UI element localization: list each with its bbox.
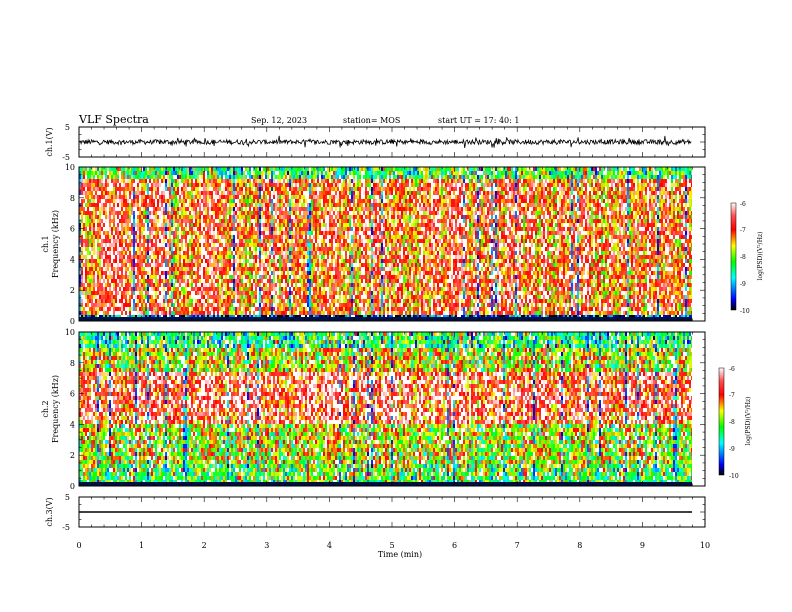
spec1-spectrogram bbox=[79, 167, 705, 321]
cb1-label: log(PSD)(V²/Hz) bbox=[757, 232, 764, 281]
spec1-yticks-tick-3: 6 bbox=[70, 225, 75, 234]
ch2-spectrogram-ylabel: Frequency (kHz) bbox=[51, 375, 60, 443]
x-tick-label-4: 4 bbox=[327, 541, 332, 550]
spec2-spectrogram bbox=[79, 332, 705, 486]
spec1-yticks-tick-1: 2 bbox=[70, 286, 75, 295]
spec2-yticks-tick-1: 2 bbox=[70, 451, 75, 460]
ch1-voltage-ytick-bottom: -5 bbox=[62, 153, 70, 162]
x-tick-label-1: 1 bbox=[139, 541, 144, 550]
spec1-yticks-tick-5: 10 bbox=[65, 163, 75, 172]
cb1-tick-1: -7 bbox=[740, 227, 746, 234]
ch1-voltage-panel: 5 -5 ch.1(V) bbox=[45, 123, 706, 162]
ch1-spectrogram-ylabel-top: ch.1 bbox=[41, 235, 50, 252]
spec1-yticks-tick-2: 4 bbox=[70, 255, 75, 264]
spec2-yticks-tick-2: 4 bbox=[70, 420, 75, 429]
time-axis-ticks bbox=[78, 126, 706, 528]
ch3-voltage-panel: 5 -5 ch.3(V) bbox=[45, 493, 706, 532]
spec2-yticks-tick-4: 8 bbox=[70, 359, 75, 368]
x-tick-label-9: 9 bbox=[640, 541, 645, 550]
station-label: station= MOS bbox=[343, 116, 400, 125]
spec2-yticks-tick-0: 0 bbox=[70, 482, 75, 491]
cb1-tick-2: -8 bbox=[740, 254, 746, 261]
ch2-colorbar: -6 -7 -8 -9 -10 log(PSD)(V²/Hz) bbox=[718, 366, 752, 480]
spec1-yticks-tick-0: 0 bbox=[70, 317, 75, 326]
cb1-tick-0: -6 bbox=[740, 201, 746, 208]
ch2-spectrogram-panel: 0 2 4 6 8 10 ch.2 Frequency (kHz) bbox=[41, 328, 706, 491]
date-label: Sep. 12, 2023 bbox=[251, 116, 307, 125]
x-tick-label-10: 10 bbox=[700, 541, 710, 550]
ch3-voltage-ytick-bottom: -5 bbox=[62, 523, 70, 532]
cb1-tick-4: -10 bbox=[740, 308, 750, 315]
cb2-tick-4: -10 bbox=[729, 473, 739, 480]
ch1-spectrogram-panel: 0 2 4 6 8 10 ch.1 Frequency (kHz) bbox=[41, 163, 706, 326]
x-axis-label: Time (min) bbox=[378, 550, 422, 559]
time-axis-tick-labels: 0 1 2 3 4 5 6 7 8 9 10 bbox=[76, 541, 710, 550]
ch3-voltage-ytick-top: 5 bbox=[65, 493, 70, 502]
cb2-label: log(PSD)(V²/Hz) bbox=[745, 397, 752, 446]
x-tick-label-7: 7 bbox=[515, 541, 520, 550]
x-tick-label-6: 6 bbox=[452, 541, 457, 550]
ch2-spectrogram-ylabel-top: ch.2 bbox=[41, 400, 50, 417]
cb2-tick-2: -8 bbox=[729, 419, 735, 426]
chart-title: VLF Spectra bbox=[78, 113, 149, 126]
start-time-label: start UT = 17: 40: 1 bbox=[438, 116, 519, 125]
x-tick-label-8: 8 bbox=[577, 541, 582, 550]
cb2-tick-3: -9 bbox=[729, 446, 735, 453]
x-tick-label-2: 2 bbox=[202, 541, 207, 550]
cb1-tick-3: -9 bbox=[740, 281, 746, 288]
ch1-voltage-ytick-top: 5 bbox=[65, 123, 70, 132]
ch1-voltage-ylabel: ch.1(V) bbox=[45, 127, 54, 156]
x-tick-label-5: 5 bbox=[389, 541, 394, 550]
x-tick-label-0: 0 bbox=[76, 541, 81, 550]
ch1-voltage-trace bbox=[78, 135, 692, 148]
spec1-yticks-tick-4: 8 bbox=[70, 194, 75, 203]
ch3-voltage-ylabel: ch.3(V) bbox=[45, 497, 54, 526]
ch1-colorbar: -6 -7 -8 -9 -10 log(PSD)(V²/Hz) bbox=[730, 201, 764, 315]
ch1-voltage-line bbox=[78, 135, 692, 148]
spec2-yticks-tick-5: 10 bbox=[65, 328, 75, 337]
x-tick-label-3: 3 bbox=[264, 541, 269, 550]
spec2-yticks-tick-3: 6 bbox=[70, 390, 75, 399]
cb2-tick-1: -7 bbox=[729, 392, 735, 399]
ch1-spectrogram-ylabel: Frequency (kHz) bbox=[51, 210, 60, 278]
cb2-tick-0: -6 bbox=[729, 366, 735, 373]
